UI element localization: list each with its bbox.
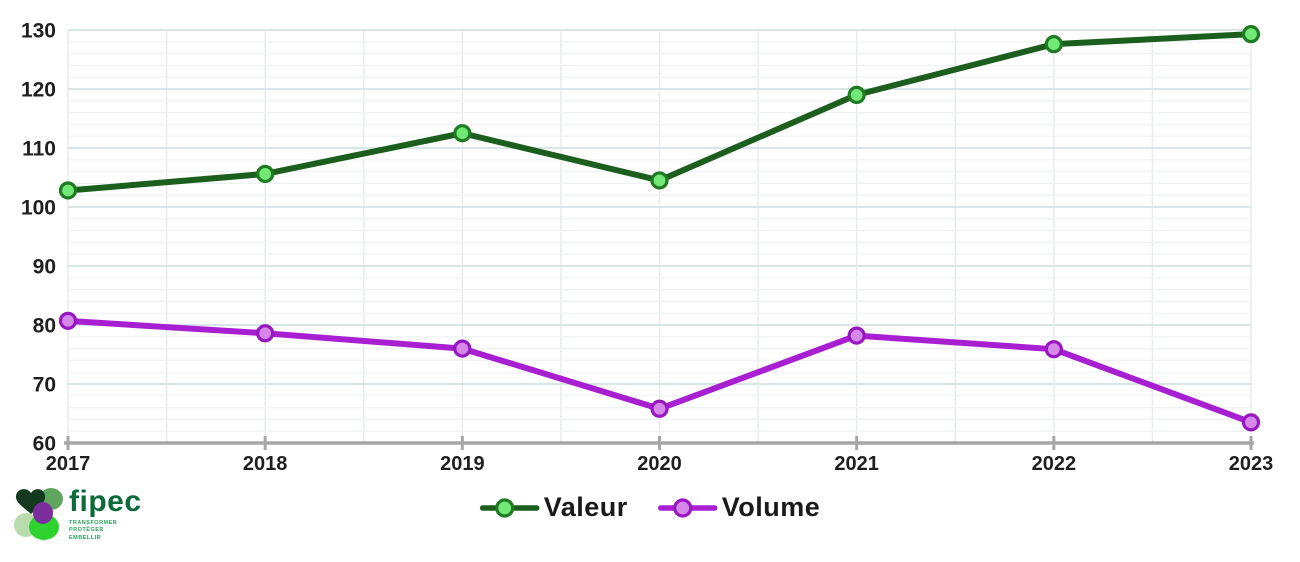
data-point-volume-2023 [1241, 413, 1261, 432]
data-point-valeur-2020 [650, 171, 669, 190]
data-point-volume-2019 [453, 339, 472, 358]
x-axis-labels: 2017 2018 2019 2020 2021 2022 2023 [46, 453, 1274, 475]
data-point-valeur-2023 [1241, 25, 1261, 44]
y-tick-label: 90 [33, 256, 56, 279]
y-tick-label: 100 [21, 197, 56, 220]
y-tick-label: 130 [21, 20, 56, 43]
data-point-volume-2018 [256, 324, 275, 343]
series-volume [58, 311, 1261, 432]
fipec-logo-text: fipec TRANSFORMER PROTÉGER EMBELLIR [69, 485, 142, 542]
line-chart: 60 70 80 90 100 110 120 130 2017 2018 2019 2020 2021… [21, 20, 1274, 476]
tagline-line-2: PROTÉGER [69, 527, 104, 534]
series-valeur [58, 25, 1261, 200]
y-tick-label: 110 [22, 138, 56, 161]
legend-item-valeur: Valeur [479, 492, 628, 523]
y-axis-labels: 60 70 80 90 100 110 120 130 [21, 20, 56, 456]
x-tick-label: 2023 [1229, 453, 1274, 475]
data-point-volume-2021 [847, 326, 866, 345]
data-point-volume-2017 [58, 311, 78, 330]
fipec-logo-name: fipec [69, 485, 142, 518]
fipec-logo: fipec TRANSFORMER PROTÉGER EMBELLIR [12, 485, 142, 543]
tagline-line-1: TRANSFORMER [69, 520, 118, 526]
x-tick-label: 2020 [637, 453, 682, 475]
data-point-valeur-2018 [256, 164, 275, 184]
data-point-volume-2020 [650, 399, 669, 418]
x-tick-label: 2022 [1032, 453, 1077, 475]
data-point-valeur-2021 [847, 85, 866, 105]
valeur-legend-swatch-icon [479, 497, 540, 518]
y-tick-label: 120 [21, 79, 56, 102]
gridlines [67, 29, 1252, 444]
data-point-valeur-2019 [453, 124, 472, 143]
x-tick-label: 2021 [834, 453, 879, 475]
y-tick-label: 60 [33, 433, 56, 456]
data-point-volume-2022 [1044, 340, 1063, 359]
legend-label-volume: Volume [721, 492, 821, 522]
volume-legend-swatch-icon [658, 497, 718, 518]
y-tick-label: 70 [33, 374, 56, 397]
x-axis [64, 436, 1254, 450]
fipec-tagline: TRANSFORMER PROTÉGER EMBELLIR [69, 520, 142, 542]
y-tick-label: 80 [33, 315, 56, 338]
legend-item-volume: Volume [658, 492, 821, 523]
x-tick-label: 2018 [243, 453, 288, 475]
legend-label-valeur: Valeur [543, 492, 628, 522]
x-tick-label: 2017 [46, 453, 91, 475]
fipec-logo-mark-icon [14, 488, 63, 540]
x-tick-label: 2019 [440, 453, 485, 475]
chart-legend: Valeur Volume [479, 492, 821, 523]
data-point-valeur-2017 [58, 181, 78, 200]
data-point-valeur-2022 [1044, 35, 1063, 54]
tagline-line-3: EMBELLIR [69, 534, 102, 541]
